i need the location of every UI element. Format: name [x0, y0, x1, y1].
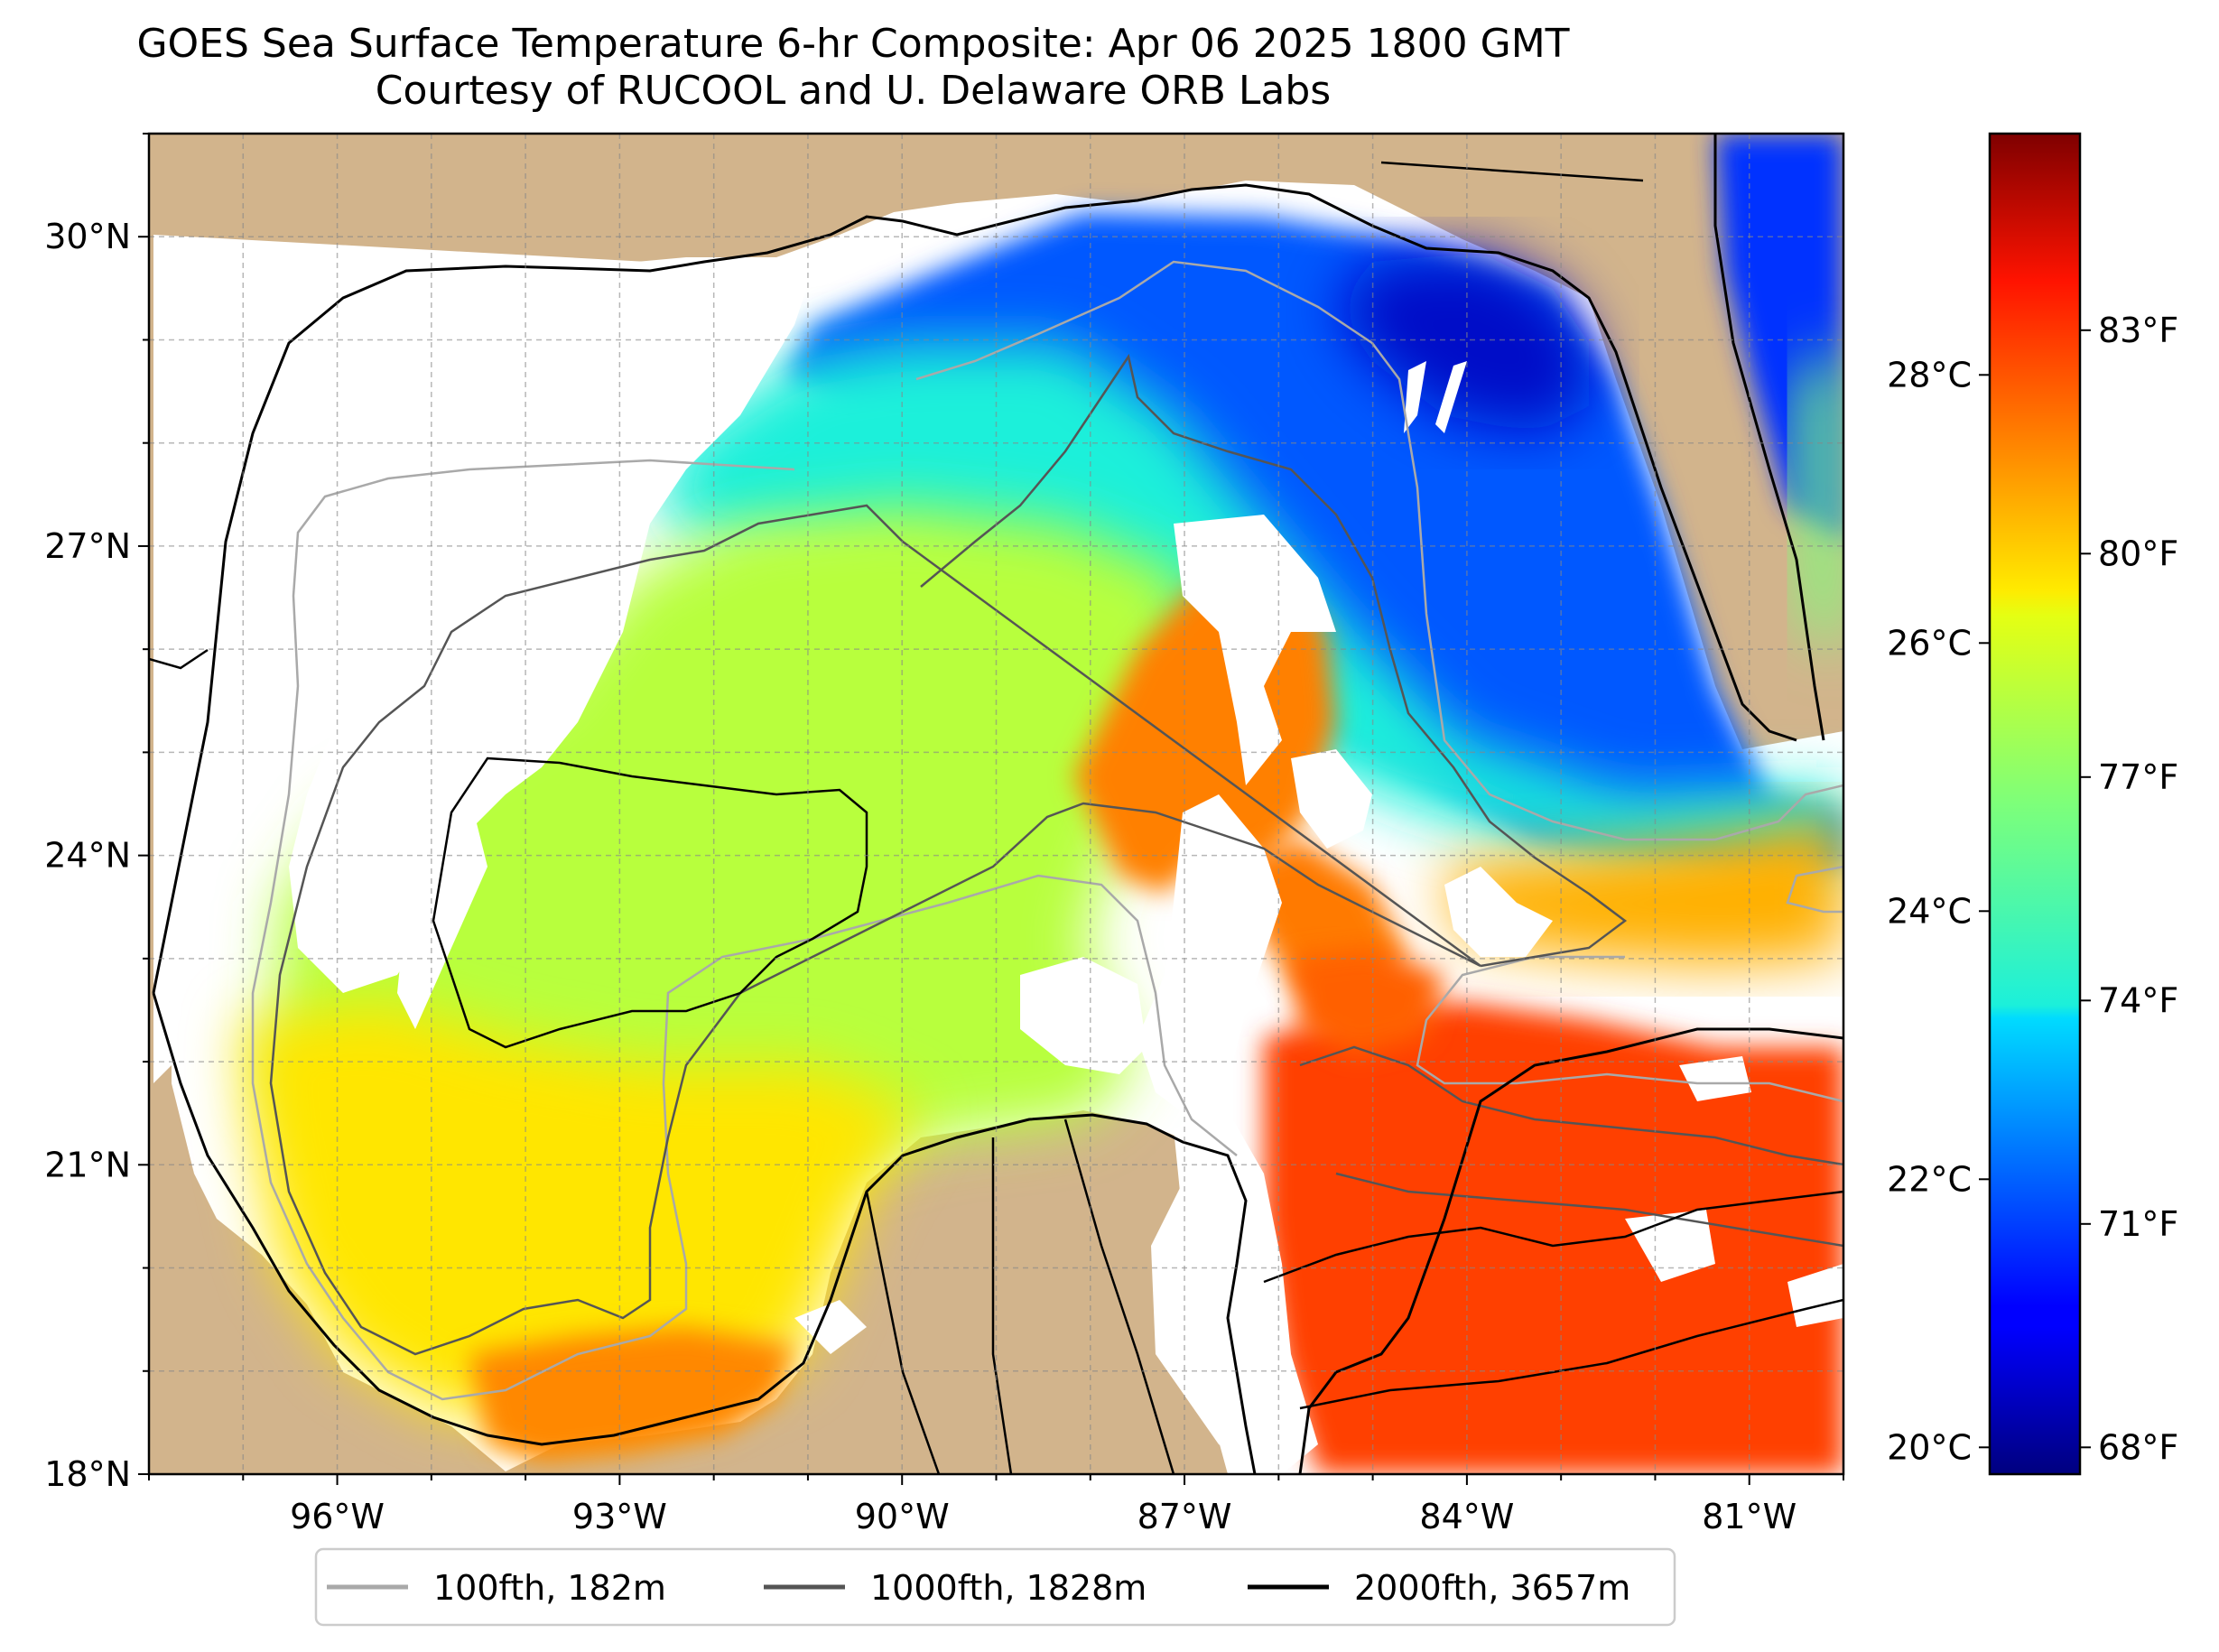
border-texas-mexico — [149, 648, 209, 670]
cloud-patch-west — [153, 235, 812, 993]
lat-tick-label: 30°N — [44, 217, 131, 256]
colorbar-celsius-tick-label: 26°C — [1887, 623, 1972, 663]
colorbar-fahrenheit-tick-label: 83°F — [2098, 311, 2178, 350]
map-axis-ticks — [138, 133, 1844, 1485]
cloud-patch-central — [1174, 515, 1336, 785]
cloud-patch-caribbean — [1625, 1210, 1843, 1327]
sst-region-darkblue-bigbend — [1336, 253, 1589, 433]
cloud-patch-midwest — [397, 794, 487, 1029]
legend-label-2000fth: 2000fth, 3657m — [1354, 1568, 1630, 1608]
figure-subtitle: Courtesy of RUCOOL and U. Delaware ORB L… — [375, 68, 1332, 114]
colorbar-celsius-tick-label: 28°C — [1887, 355, 1972, 394]
lon-tick-label: 90°W — [855, 1497, 950, 1536]
lat-tick-label: 18°N — [44, 1454, 131, 1494]
cloud-masks — [153, 235, 1843, 1474]
colorbar-fahrenheit-ticks: 68°F 71°F 74°F 77°F 80°F 83°F — [2080, 311, 2178, 1467]
cloud-patch-central-south — [1137, 794, 1282, 1119]
cloud-patch-yucatan-west — [1020, 957, 1147, 1074]
cloud-patch-cuba-north — [1679, 1056, 1751, 1101]
sst-region-caribbean — [1264, 1002, 1843, 1474]
lon-tick-label: 84°W — [1419, 1497, 1514, 1536]
contour-2000fth — [432, 756, 868, 1049]
colorbar-fahrenheit-tick-label: 80°F — [2098, 534, 2178, 573]
colorbar-celsius-tick-label: 22°C — [1887, 1159, 1972, 1199]
cloud-patch-yucatan-channel — [1174, 1110, 1318, 1474]
latitude-tick-labels: 18°N 21°N 24°N 27°N 30°N — [44, 217, 131, 1494]
border-mexico-guatemala — [865, 1118, 1175, 1474]
contour-1000fth-caribbean — [1299, 1045, 1843, 1248]
sst-data-field — [244, 134, 1843, 1474]
colorbar-fahrenheit-tick-label: 74°F — [2098, 980, 2178, 1020]
state-border-fl-ga — [1380, 161, 1644, 182]
cloud-patch-east — [1291, 749, 1372, 849]
figure-title: GOES Sea Surface Temperature 6-hr Compos… — [136, 21, 1570, 67]
lat-tick-label: 27°N — [44, 526, 131, 566]
lat-tick-label: 24°N — [44, 836, 131, 876]
sst-region-green-central — [271, 506, 1192, 1210]
legend-label-100fth: 100fth, 182m — [433, 1568, 666, 1608]
lon-tick-label: 96°W — [290, 1497, 385, 1536]
legend-box — [314, 1547, 1676, 1627]
cloud-patch-west-strip — [153, 704, 235, 1083]
coastline-florida-east — [1713, 134, 1825, 741]
lon-tick-label: 93°W — [572, 1497, 667, 1536]
coastlines — [149, 134, 1843, 1474]
cloud-patch-south-mexico — [794, 1300, 867, 1354]
colorbar — [1988, 132, 2082, 1476]
lon-tick-label: 81°W — [1702, 1497, 1797, 1536]
legend-label-1000fth: 1000fth, 1828m — [870, 1568, 1147, 1608]
map-panel — [149, 134, 1843, 1474]
colorbar-fahrenheit-tick-label: 68°F — [2098, 1427, 2178, 1467]
longitude-tick-labels: 96°W 93°W 90°W 87°W 84°W 81°W — [290, 1497, 1797, 1536]
coastline-cuba — [1298, 1027, 1843, 1474]
sst-region-yucatan-channel — [1291, 948, 1444, 1056]
colorbar-celsius-tick-label: 24°C — [1887, 891, 1972, 931]
map-gridlines — [149, 134, 1843, 1474]
contour-2000fth-caribbean — [1263, 1190, 1843, 1410]
sst-region-atlantic-green — [1797, 343, 1843, 650]
colorbar-celsius-tick-label: 20°C — [1887, 1427, 1972, 1467]
bathymetry-contours — [251, 260, 1843, 1410]
colorbar-fahrenheit-tick-label: 71°F — [2098, 1204, 2178, 1244]
colorbar-celsius-ticks: 20°C 22°C 24°C 26°C 28°C — [1887, 355, 1990, 1467]
lat-tick-label: 21°N — [44, 1145, 131, 1184]
coastline-mexico — [152, 992, 1257, 1474]
cloud-patch-keys — [1444, 867, 1553, 957]
coastline-gulf-us — [152, 183, 1797, 994]
legend: 100fth, 182m 1000fth, 1828m 2000fth, 365… — [314, 1547, 1676, 1627]
lon-tick-label: 87°W — [1137, 1497, 1232, 1536]
colorbar-fahrenheit-tick-label: 77°F — [2098, 757, 2178, 797]
cloud-patch-bigbend — [1404, 361, 1467, 433]
sst-region-yellow-southwest — [244, 1002, 921, 1426]
contour-100fth — [251, 260, 1843, 1401]
